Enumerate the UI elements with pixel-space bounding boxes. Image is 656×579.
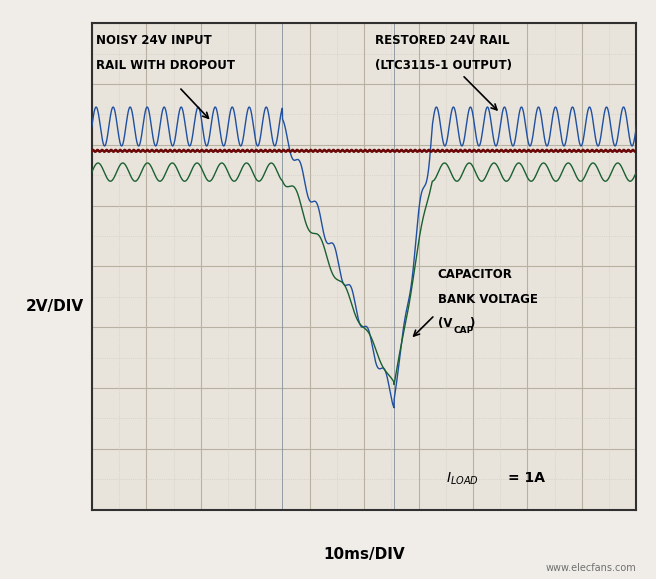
Text: NOISY 24V INPUT: NOISY 24V INPUT [96, 34, 212, 47]
Text: CAP: CAP [454, 326, 474, 335]
Text: BANK VOLTAGE: BANK VOLTAGE [438, 293, 537, 306]
Text: (V: (V [438, 317, 452, 330]
Text: 2V/DIV: 2V/DIV [26, 299, 85, 314]
Text: CAPACITOR: CAPACITOR [438, 269, 512, 281]
Text: 10ms/DIV: 10ms/DIV [323, 547, 405, 562]
Text: (LTC3115-1 OUTPUT): (LTC3115-1 OUTPUT) [375, 58, 512, 72]
Text: RAIL WITH DROPOUT: RAIL WITH DROPOUT [96, 58, 236, 72]
Text: www.elecfans.com: www.elecfans.com [546, 563, 636, 573]
Text: ): ) [469, 317, 474, 330]
Text: $I_{LOAD}$: $I_{LOAD}$ [446, 470, 479, 486]
Text: = 1A: = 1A [508, 471, 545, 485]
Text: RESTORED 24V RAIL: RESTORED 24V RAIL [375, 34, 510, 47]
